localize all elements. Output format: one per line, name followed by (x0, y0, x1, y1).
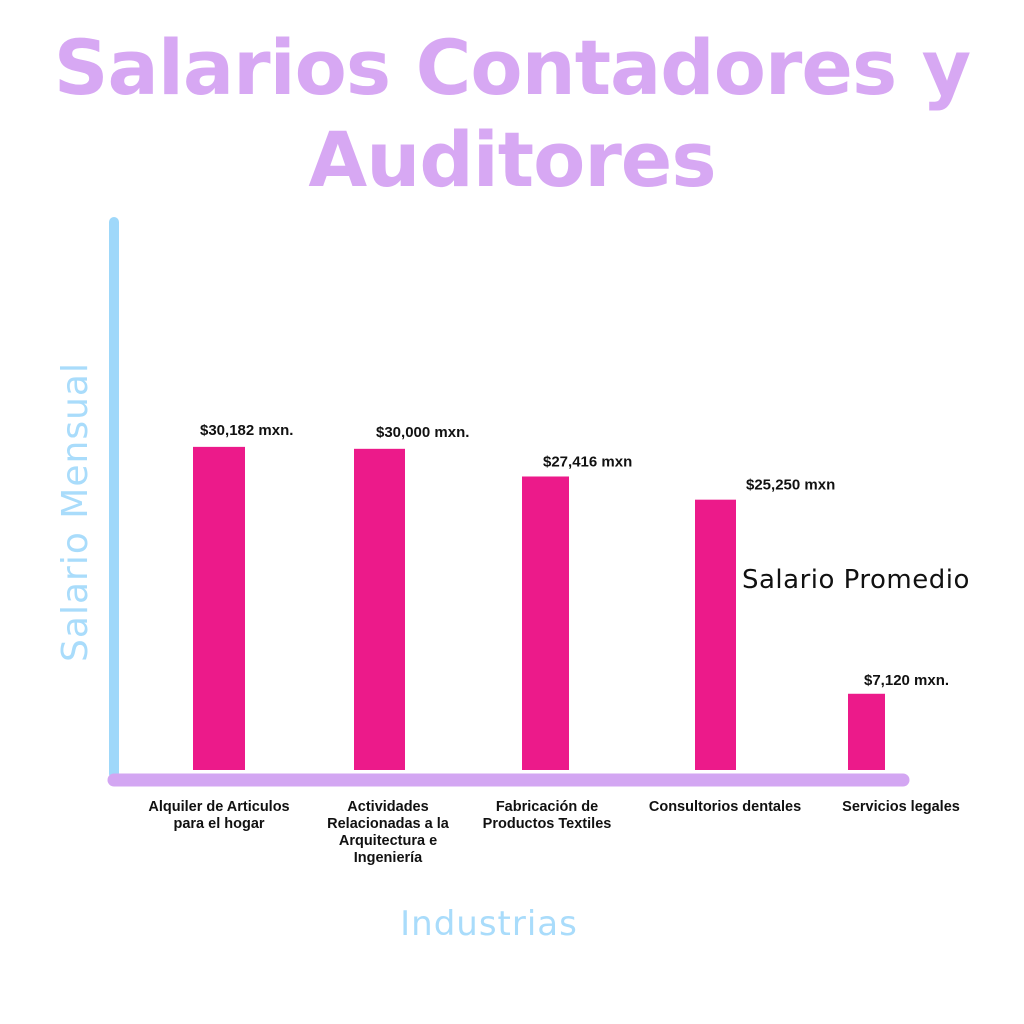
x-tick-label-line: Servicios legales (842, 799, 960, 815)
bar-2 (354, 448, 405, 770)
x-tick-label-line: para el hogar (173, 816, 264, 832)
chart-title: Salarios Contadores y Auditores (53, 23, 971, 204)
bar-5 (848, 693, 885, 770)
x-tick-label-5: Servicios legales (842, 799, 960, 815)
bar-value-label-4: $25,250 mxn (746, 477, 835, 494)
x-tick-label-2: Actividades Relacionadas a la Arquitectura… (327, 799, 450, 866)
bar-value-label-2: $30,000 mxn. (376, 424, 469, 441)
bar-4 (695, 499, 736, 770)
x-tick-label-line: Ingeniería (354, 850, 423, 866)
bar-1 (193, 446, 245, 770)
x-tick-label-1: Alquiler de Articulos para el hogar (148, 799, 289, 832)
x-tick-labels-group: Alquiler de Articulos para el hogar Activi… (148, 799, 959, 866)
x-tick-label-line: Consultorios dentales (649, 799, 801, 815)
value-labels-group: $30,182 mxn. $30,000 mxn. $27,416 mxn $25,2… (200, 422, 949, 689)
x-axis-title: Industrias (400, 904, 578, 944)
x-tick-label-line: Arquitectura e (339, 833, 437, 849)
bar-value-label-3: $27,416 mxn (543, 453, 632, 470)
bar-value-label-5: $7,120 mxn. (864, 672, 949, 689)
x-tick-label-3: Fabricación de Productos Textiles (483, 799, 612, 832)
x-tick-label-line: Relacionadas a la (327, 816, 450, 832)
bars-group (193, 446, 885, 770)
x-tick-label-line: Actividades (347, 799, 428, 815)
bar-value-label-1: $30,182 mxn. (200, 422, 293, 439)
x-tick-label-line: Alquiler de Articulos (148, 799, 289, 815)
x-tick-label-4: Consultorios dentales (649, 799, 801, 815)
y-axis-title: Salario Mensual (55, 362, 96, 662)
bar-3 (522, 476, 569, 770)
chart-annotation: Salario Promedio (742, 565, 970, 595)
x-tick-label-line: Productos Textiles (483, 816, 612, 832)
x-tick-label-line: Fabricación de (496, 799, 598, 815)
